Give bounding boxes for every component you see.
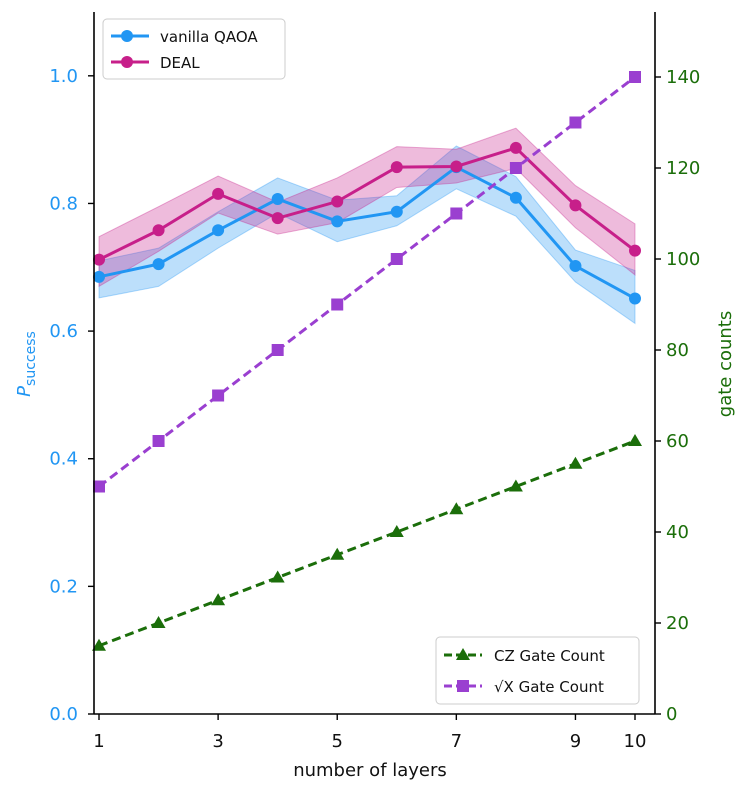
legend-vanilla-label: vanilla QAOA <box>160 28 258 46</box>
vanilla-line <box>98 165 636 300</box>
cz-point-3 <box>211 593 226 606</box>
sqrtx-point-8 <box>509 162 522 174</box>
deal-point-4 <box>271 212 284 225</box>
x-tick-label: 3 <box>212 731 223 752</box>
sqrtx-point-9 <box>569 116 582 129</box>
left-axis-title: Psuccess <box>14 331 39 397</box>
cz-point-10 <box>628 434 642 446</box>
left-axis-title-main: P <box>14 386 35 397</box>
series-lines <box>98 75 636 648</box>
right-axis-title-group: gate counts <box>715 311 736 417</box>
deal-point-2 <box>152 224 165 237</box>
deal-point-8 <box>509 141 522 154</box>
left-tick-label: 0.2 <box>49 576 78 597</box>
sqrtx-point-4 <box>271 344 284 356</box>
legend-sqrtx-marker <box>457 680 469 692</box>
right-tick-label: 80 <box>666 340 689 361</box>
deal-point-10 <box>629 244 641 257</box>
svg-text:Psuccess: Psuccess <box>14 331 39 397</box>
legend-bottom-right: CZ Gate Count √X Gate Count <box>435 636 640 705</box>
x-tick-label: 1 <box>93 731 104 752</box>
vanilla-point-10 <box>629 292 641 305</box>
deal-point-5 <box>331 195 344 208</box>
vanilla-point-9 <box>569 259 582 272</box>
x-tick-label: 9 <box>570 731 581 752</box>
vanilla-point-3 <box>212 224 225 237</box>
x-tick-label: 7 <box>451 731 462 752</box>
sqrtx-point-5 <box>331 298 344 311</box>
cz-point-8 <box>508 479 523 492</box>
vanilla-point-1 <box>93 270 105 283</box>
deal-point-3 <box>212 187 225 200</box>
right-tick-label: 40 <box>666 522 689 543</box>
left-tick-label: 0.6 <box>49 321 78 342</box>
cz-point-2 <box>151 616 166 628</box>
legend-deal-marker <box>121 56 133 68</box>
deal-point-6 <box>390 161 403 174</box>
right-tick-label: 0 <box>666 704 677 725</box>
sqrtx-point-2 <box>152 435 165 447</box>
deal-line <box>98 146 636 261</box>
right-axis-title: gate counts <box>715 311 736 417</box>
legend-top-left: vanilla QAOA DEAL <box>102 18 286 80</box>
left-tick-label: 0.8 <box>49 193 78 214</box>
cz-point-1 <box>92 638 106 651</box>
cz-point-9 <box>568 456 583 469</box>
sqrtx-line <box>98 75 636 488</box>
sqrtx-point-6 <box>390 253 403 265</box>
left-tick-label: 0.0 <box>49 704 78 725</box>
cz-point-5 <box>330 547 345 560</box>
legend-cz-label: CZ Gate Count <box>494 647 605 665</box>
series-markers <box>92 71 642 651</box>
deal-point-1 <box>93 253 105 266</box>
right-tick-label: 100 <box>666 249 700 270</box>
cz-point-7 <box>449 502 464 515</box>
deal-point-9 <box>569 199 582 212</box>
legend-bottom-right-box <box>435 636 640 705</box>
legend-top-left-box <box>102 18 286 80</box>
right-tick-label: 140 <box>666 67 700 88</box>
vanilla-point-8 <box>509 191 522 204</box>
confidence-bands <box>98 127 636 325</box>
left-tick-label: 1.0 <box>49 66 78 87</box>
left-tick-label: 0.4 <box>49 449 78 470</box>
x-tick-label: 5 <box>331 731 342 752</box>
sqrtx-point-10 <box>629 71 641 83</box>
x-tick-label: 10 <box>624 731 647 752</box>
cz-line <box>98 439 636 648</box>
vanilla-point-2 <box>152 258 165 271</box>
deal-point-7 <box>450 160 463 173</box>
sqrtx-point-1 <box>93 480 105 493</box>
legend-vanilla-marker <box>121 30 133 42</box>
x-axis-title: number of layers <box>293 760 447 781</box>
cz-point-6 <box>389 525 404 537</box>
vanilla-point-5 <box>331 215 344 228</box>
right-tick-label: 120 <box>666 158 700 179</box>
right-tick-label: 20 <box>666 613 689 634</box>
cz-point-4 <box>270 570 285 583</box>
legend-sqrtx-label: √X Gate Count <box>494 678 604 696</box>
vanilla-point-6 <box>390 205 403 218</box>
vanilla-point-4 <box>271 192 284 205</box>
sqrtx-point-7 <box>450 207 463 220</box>
axis-ticks: 0.0 0.2 0.4 0.6 0.8 1.0 0 20 40 60 80 100 120 140 1 3 5 7… <box>49 66 700 752</box>
right-tick-label: 60 <box>666 431 689 452</box>
legend-deal-label: DEAL <box>160 54 200 72</box>
sqrtx-point-3 <box>212 389 225 402</box>
left-axis-title-sub: success <box>23 331 39 386</box>
legend-cz-marker <box>456 648 470 660</box>
